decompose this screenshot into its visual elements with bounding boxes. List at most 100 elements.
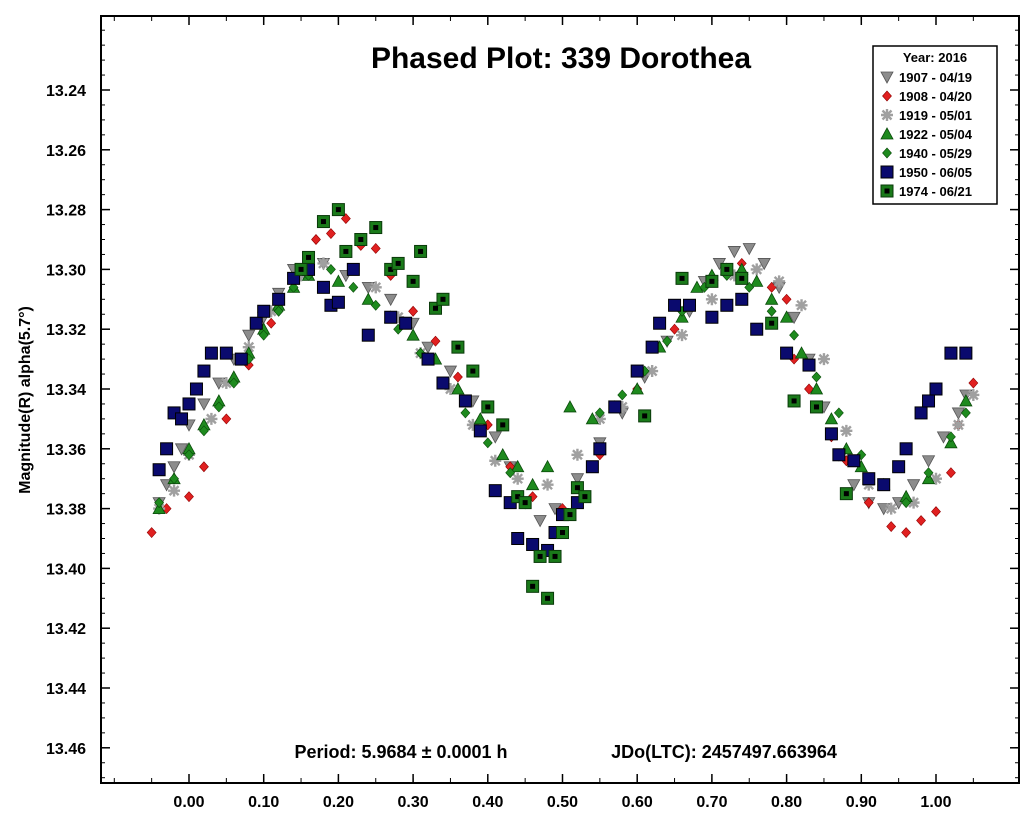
- data-point: [676, 329, 689, 342]
- series-6: [152, 262, 973, 557]
- data-point: [518, 496, 532, 510]
- data-point: [757, 258, 771, 271]
- data-point: [154, 497, 165, 509]
- data-point: [354, 233, 368, 246]
- data-point: [174, 443, 189, 456]
- data-point: [169, 473, 179, 485]
- data-point: [197, 398, 211, 411]
- data-point: [773, 275, 786, 288]
- data-point: [750, 322, 764, 336]
- data-point: [968, 377, 979, 389]
- data-point: [294, 262, 308, 276]
- data-point: [936, 431, 951, 444]
- y-tick-label: 13.30: [46, 262, 86, 279]
- data-point: [384, 310, 398, 324]
- data-point: [436, 376, 450, 390]
- data-point: [921, 471, 936, 485]
- data-point: [946, 431, 956, 443]
- legend-item: 1922 - 05/04: [880, 127, 973, 142]
- data-point: [662, 335, 672, 347]
- data-point: [168, 484, 181, 497]
- data-point: [460, 407, 471, 419]
- legend-marker: [881, 109, 893, 121]
- x-tick-label: 0.90: [846, 794, 877, 811]
- data-point: [525, 477, 540, 491]
- legend-label: 1922 - 05/04: [899, 127, 973, 142]
- data-point: [331, 274, 346, 287]
- legend-label: 1940 - 05/29: [899, 146, 972, 161]
- data-point: [646, 365, 659, 378]
- data-point: [839, 487, 853, 501]
- data-point: [570, 473, 585, 486]
- data-point: [578, 490, 592, 504]
- legend-item: 1940 - 05/29: [882, 146, 972, 161]
- data-point: [182, 397, 196, 411]
- data-point: [406, 274, 420, 288]
- data-point: [705, 310, 719, 324]
- data-point: [548, 549, 562, 563]
- legend-box: [872, 45, 998, 205]
- data-point: [593, 442, 607, 456]
- data-point: [421, 352, 435, 366]
- data-point: [862, 472, 876, 486]
- data-point: [877, 478, 891, 492]
- data-point: [809, 382, 824, 395]
- data-point: [458, 394, 472, 408]
- data-point: [526, 579, 540, 593]
- data-point: [392, 311, 405, 324]
- data-point: [824, 427, 838, 441]
- data-point: [638, 409, 652, 423]
- data-point: [189, 382, 203, 396]
- data-point: [930, 472, 942, 485]
- data-point: [526, 537, 540, 551]
- data-point: [488, 484, 502, 498]
- data-point: [326, 228, 336, 239]
- data-point: [489, 454, 502, 467]
- data-point: [414, 244, 428, 258]
- data-point: [234, 352, 248, 366]
- data-point: [750, 274, 764, 287]
- data-point: [533, 515, 547, 528]
- data-point: [833, 407, 844, 419]
- y-tick-label: 13.28: [46, 203, 86, 220]
- data-point: [265, 305, 278, 318]
- data-point: [668, 298, 682, 312]
- data-point: [331, 295, 345, 309]
- data-point: [742, 243, 756, 256]
- y-tick-label: 13.38: [46, 502, 86, 519]
- data-point: [817, 353, 830, 366]
- legend-marker: [880, 71, 894, 84]
- data-point: [885, 502, 898, 515]
- data-point: [804, 383, 814, 395]
- data-point: [556, 526, 569, 540]
- data-point: [967, 388, 980, 401]
- data-point: [914, 406, 928, 420]
- epoch-label: JDo(LTC): 2457497.663964: [611, 742, 837, 762]
- data-point: [533, 549, 547, 563]
- data-point: [901, 527, 912, 538]
- data-point: [511, 532, 525, 545]
- data-point: [331, 203, 345, 217]
- data-point: [384, 293, 398, 307]
- data-point: [496, 447, 510, 461]
- x-tick-label: 1.00: [920, 794, 951, 811]
- data-point: [473, 412, 488, 425]
- data-point: [795, 299, 808, 312]
- data-point: [488, 431, 502, 444]
- data-point: [167, 461, 181, 474]
- data-point: [221, 413, 232, 425]
- legend-item: 1908 - 04/20: [882, 89, 972, 104]
- data-point: [184, 491, 194, 503]
- y-tick-label: 13.32: [46, 322, 86, 339]
- x-tick-label: 0.40: [472, 794, 503, 811]
- data-point: [959, 394, 973, 407]
- data-point: [370, 243, 381, 254]
- data-point: [907, 496, 920, 509]
- data-point: [242, 329, 256, 343]
- data-point: [863, 497, 874, 509]
- data-point: [959, 346, 973, 360]
- data-point: [766, 305, 777, 317]
- data-point: [728, 269, 741, 282]
- data-point: [921, 455, 936, 468]
